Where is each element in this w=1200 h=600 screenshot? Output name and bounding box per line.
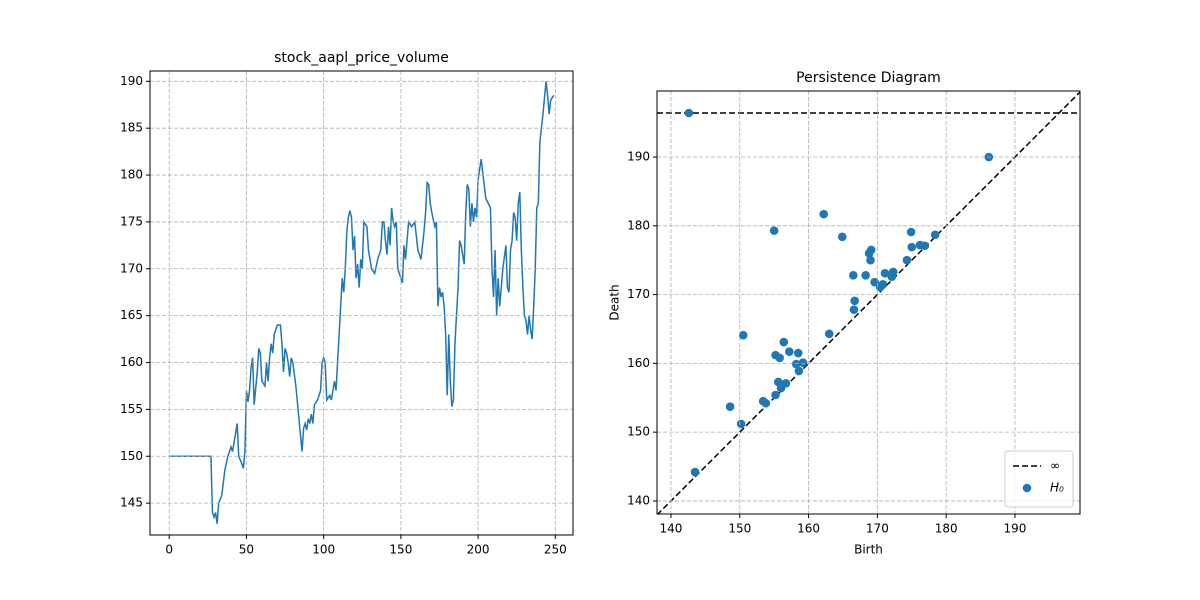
y-tick-label: 150 — [120, 449, 143, 463]
axes-frame — [149, 70, 574, 536]
y-tick-label: 155 — [120, 402, 143, 416]
y-tick-label: 170 — [627, 287, 650, 301]
point — [791, 359, 801, 369]
plot-area — [169, 81, 555, 524]
axes: 0 50 100 150 200 250 145 150 155 160 165 170 175 180 1… — [120, 50, 574, 557]
x-tick-label: 170 — [866, 522, 889, 536]
y-tick-label: 180 — [627, 218, 650, 232]
point — [793, 348, 803, 358]
point — [761, 398, 771, 408]
point — [907, 242, 917, 252]
point — [819, 209, 829, 219]
y-tick-label: 190 — [120, 74, 143, 88]
x-tick-label: 160 — [797, 522, 820, 536]
point — [738, 330, 748, 340]
point — [725, 402, 735, 412]
x-tick-label: 200 — [467, 543, 490, 557]
point — [794, 366, 804, 376]
y-tick-label: 190 — [627, 150, 650, 164]
y-tick-label: 150 — [627, 425, 650, 439]
point — [880, 268, 890, 278]
point — [850, 296, 859, 306]
point — [736, 419, 746, 429]
point — [887, 272, 897, 282]
y-tick-label: 185 — [120, 121, 143, 135]
point — [902, 255, 912, 265]
y-tick-label: 165 — [120, 308, 143, 322]
point — [775, 353, 784, 363]
legend-swatch — [1022, 483, 1032, 493]
x-tick-label: 100 — [312, 543, 335, 557]
axes: 140 150 160 170 180 190 140 150 160 170 180 190 Pers… — [608, 70, 1081, 557]
point — [776, 383, 786, 393]
point — [878, 279, 888, 289]
legend-label: H₀ — [1050, 481, 1064, 495]
point — [684, 108, 694, 118]
point — [785, 347, 794, 356]
point — [769, 226, 779, 235]
point — [837, 232, 847, 242]
y-tick-label: 145 — [120, 496, 143, 510]
point — [848, 271, 858, 280]
x-tick-label: 140 — [660, 522, 683, 536]
point — [861, 271, 870, 280]
point — [930, 230, 940, 240]
point — [690, 467, 700, 477]
diagonal — [657, 91, 1080, 514]
y-tick-label: 160 — [627, 356, 650, 370]
x-axis-label: Birth — [854, 543, 883, 557]
point — [849, 305, 859, 315]
y-tick-label: 170 — [120, 261, 143, 275]
x-tick-label: 190 — [1004, 522, 1027, 536]
point — [864, 249, 874, 258]
plot-area — [657, 91, 1080, 514]
x-tick-label: 50 — [239, 543, 254, 557]
point — [824, 329, 834, 339]
point — [920, 241, 930, 251]
x-tick-label: 180 — [935, 522, 958, 536]
x-tick-label: 250 — [544, 543, 567, 557]
y-tick-label: 140 — [627, 493, 650, 507]
legend-label: ∞ — [1050, 459, 1060, 473]
y-tick-label: 180 — [120, 168, 143, 182]
point — [779, 337, 789, 347]
chart-title: stock_aapl_price_volume — [274, 50, 449, 66]
point — [771, 390, 780, 400]
x-tick-label: 0 — [165, 543, 173, 557]
x-tick-label: 150 — [389, 543, 412, 557]
price-line — [169, 81, 555, 524]
y-tick-label: 160 — [120, 355, 143, 369]
x-tick-label: 150 — [728, 522, 751, 536]
y-tick-label: 175 — [120, 214, 143, 228]
y-axis-label: Death — [608, 284, 622, 320]
point — [798, 358, 808, 367]
point — [906, 227, 916, 237]
point — [866, 255, 875, 265]
legend-box — [1004, 450, 1074, 508]
axes-frame — [656, 90, 1081, 515]
chart-title: Persistence Diagram — [796, 70, 941, 86]
